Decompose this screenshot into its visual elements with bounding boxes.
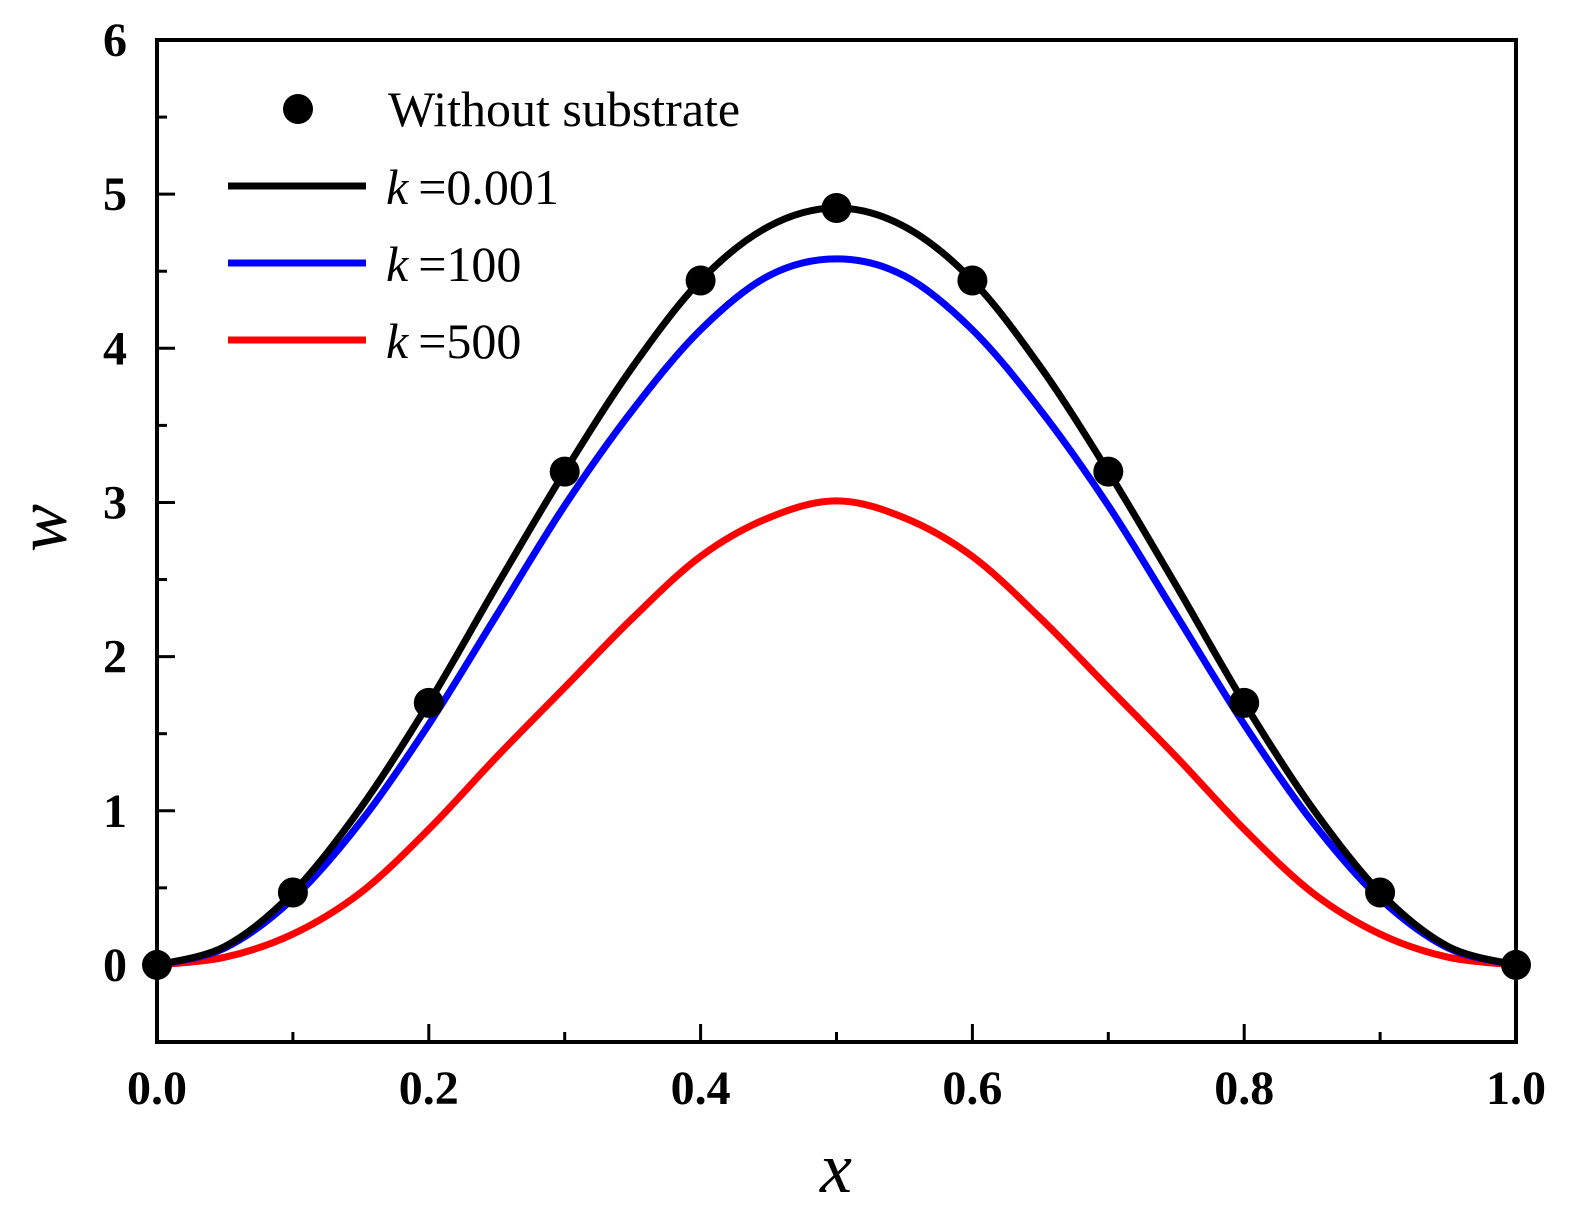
plot-frame	[155, 38, 1518, 1044]
legend-k-symbol: k	[386, 159, 409, 215]
legend-k-value: =0.001	[418, 159, 559, 215]
legend-label-k-500: k =500	[386, 313, 521, 369]
series-line	[156, 255, 1517, 969]
data-point	[1229, 687, 1260, 718]
data-point	[685, 265, 716, 296]
data-point	[1365, 877, 1396, 908]
legend-label-without-substrate: Without substrate	[388, 81, 740, 137]
legend-k-symbol: k	[386, 313, 409, 369]
y-axis-title: w	[2, 504, 82, 552]
x-tick-label: 0.8	[1214, 1062, 1274, 1115]
data-point	[821, 193, 852, 224]
legend: Without substrate k =0.001 k =100 k =500	[228, 81, 740, 369]
x-tick-label: 0.4	[671, 1062, 731, 1115]
series-without-substrate	[142, 193, 1531, 980]
y-tick-label: 2	[103, 631, 127, 684]
legend-label-k-0001: k =0.001	[386, 159, 559, 215]
x-tick-labels: 0.0 0.2 0.4 0.6 0.8 1.0	[127, 1062, 1546, 1115]
y-tick-label: 4	[103, 322, 127, 375]
y-tick-label: 0	[103, 939, 127, 992]
legend-marker-without-substrate	[283, 94, 313, 124]
x-axis-title: x	[819, 1128, 852, 1208]
y-tick-label: 1	[103, 785, 127, 838]
data-point	[957, 265, 988, 296]
x-tick-label: 0.2	[399, 1062, 459, 1115]
series-line	[156, 497, 1517, 969]
x-tick-label: 0.0	[127, 1062, 187, 1115]
data-point	[277, 877, 308, 908]
legend-k-symbol: k	[386, 236, 409, 292]
data-point	[1093, 456, 1124, 487]
y-tick-labels: 0 1 2 3 4 5 6	[103, 14, 127, 992]
legend-k-value: =500	[418, 313, 521, 369]
y-tick-label: 3	[103, 476, 127, 529]
series-line	[156, 204, 1517, 969]
legend-k-value: =100	[418, 236, 521, 292]
series-k-0-001	[156, 204, 1517, 969]
y-tick-label: 6	[103, 14, 127, 67]
data-point	[413, 687, 444, 718]
series-k-500	[156, 497, 1517, 969]
data-point	[549, 456, 580, 487]
x-tick-label: 0.6	[942, 1062, 1002, 1115]
series-layer	[142, 193, 1531, 980]
series-k-100	[156, 255, 1517, 969]
legend-label-k-100: k =100	[386, 236, 521, 292]
x-tick-label: 1.0	[1486, 1062, 1546, 1115]
y-tick-label: 5	[103, 168, 127, 221]
